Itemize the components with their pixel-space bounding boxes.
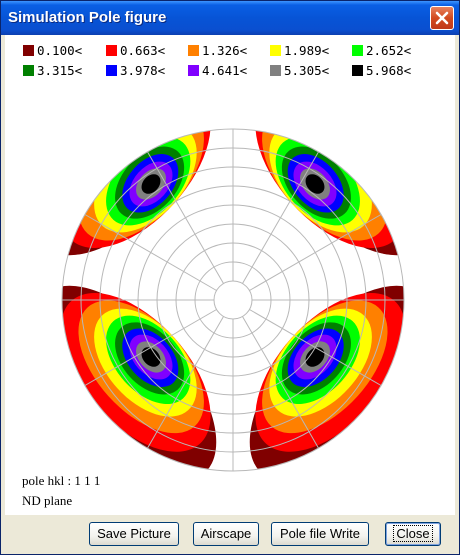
grid-radial-line	[147, 151, 224, 284]
legend-item: 1.326<	[188, 43, 247, 61]
contour-level	[305, 174, 325, 194]
intensity-contours	[62, 129, 404, 471]
legend-item: 2.652<	[352, 43, 411, 61]
grid-radial-line	[242, 151, 319, 284]
pole-file-write-button[interactable]: Pole file Write	[271, 522, 369, 546]
legend-swatch	[23, 65, 34, 76]
grid-circle	[213, 280, 253, 320]
legend-item: 3.315<	[23, 63, 82, 81]
grid-radial-line	[242, 316, 319, 449]
legend-swatch	[352, 45, 363, 56]
legend-item: 0.663<	[106, 43, 165, 61]
legend-swatch	[270, 45, 281, 56]
legend-item: 0.100<	[23, 43, 82, 61]
title-bar[interactable]: Simulation Pole figure	[1, 1, 459, 35]
legend-swatch	[188, 45, 199, 56]
legend-swatch	[106, 65, 117, 76]
legend-swatch	[106, 45, 117, 56]
close-icon	[435, 11, 449, 25]
pole-figure-area: 0.100< 0.663< 1.326< 1.989< 2.652< 3.315…	[5, 35, 455, 515]
legend-swatch	[270, 65, 281, 76]
contour-level	[141, 347, 161, 367]
pole-figure-plot	[61, 128, 405, 472]
legend-item: 1.989<	[270, 43, 329, 61]
legend-item: 5.968<	[352, 63, 411, 81]
polar-grid	[61, 128, 405, 472]
close-button[interactable]: Close	[385, 522, 441, 546]
pole-hkl-label: pole hkl : 1 1 1	[22, 473, 101, 488]
legend-swatch	[188, 65, 199, 76]
grid-radial-line	[147, 316, 224, 449]
window-close-button[interactable]	[430, 6, 454, 30]
grid-radial-line	[249, 214, 382, 291]
window-title: Simulation Pole figure	[8, 9, 167, 26]
legend-item: 5.305<	[270, 63, 329, 81]
contour-level	[305, 347, 325, 367]
contour-lobe	[249, 129, 404, 256]
plane-label: ND plane	[22, 493, 73, 508]
grid-radial-line	[84, 309, 217, 386]
legend-swatch	[352, 65, 363, 76]
legend-item: 4.641<	[188, 63, 247, 81]
save-picture-button[interactable]: Save Picture	[89, 522, 179, 546]
legend-item: 3.978<	[106, 63, 165, 81]
contour-level	[62, 129, 217, 256]
grid-radial-line	[84, 214, 217, 291]
grid-radial-line	[249, 309, 382, 386]
airscape-button[interactable]: Airscape	[193, 522, 259, 546]
contour-level	[141, 174, 161, 194]
contour-lobe	[62, 129, 217, 256]
legend-swatch	[23, 45, 34, 56]
contour-level	[249, 129, 404, 256]
